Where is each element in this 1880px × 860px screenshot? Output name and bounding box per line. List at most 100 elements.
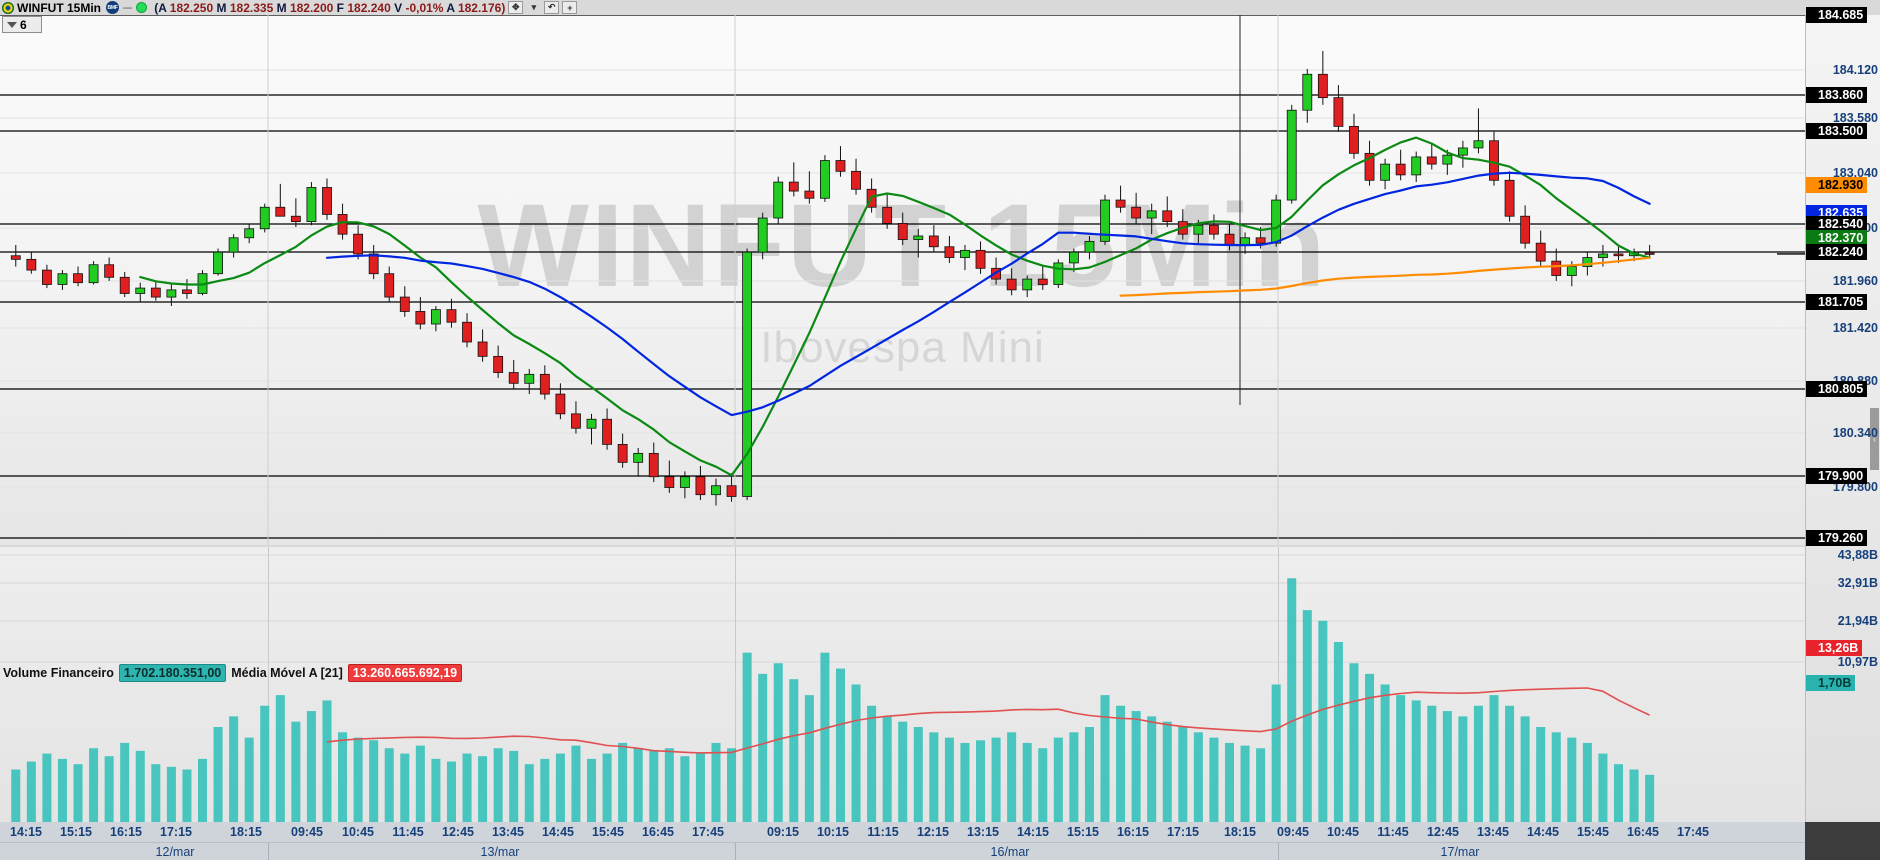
volume-bar	[1022, 742, 1032, 822]
volume-bar	[1427, 705, 1437, 822]
ohlc-high-value: 182.335	[229, 0, 274, 15]
time-tick-label: 11:15	[867, 825, 899, 839]
price-axis-tag: 182.240	[1806, 244, 1868, 260]
price-axis[interactable]: ‹ 184.120183.580183.040182.500181.960181…	[1805, 7, 1880, 822]
candle-body	[1193, 224, 1204, 235]
add-indicator-icon[interactable]: +	[562, 1, 578, 14]
volume-bar	[1162, 721, 1172, 822]
candle-body	[337, 214, 348, 235]
session-separator	[735, 547, 736, 822]
volume-bar	[275, 695, 285, 822]
candle-body	[928, 235, 939, 248]
volume-bar	[57, 758, 67, 822]
candle-body	[1271, 199, 1282, 244]
volume-bar	[322, 700, 332, 822]
volume-bar	[758, 673, 768, 822]
candle-body	[73, 273, 83, 284]
time-tick-label: 17:45	[692, 825, 724, 839]
chevron-down-icon[interactable]: ▾	[531, 2, 537, 12]
volume-bar	[260, 705, 270, 822]
candle-body	[1489, 140, 1499, 181]
candle-body	[384, 273, 395, 298]
time-tick-label: 18:15	[230, 825, 262, 839]
time-tick-label: 13:15	[967, 825, 999, 839]
date-label: 12/mar	[155, 845, 195, 859]
volume-bar	[1365, 673, 1375, 822]
candle-body	[1411, 156, 1422, 176]
minus-icon[interactable]: ─	[123, 0, 133, 15]
candle-body	[1084, 240, 1095, 253]
candle-body	[1131, 206, 1142, 219]
candle-body	[742, 251, 753, 497]
volume-bar	[1131, 711, 1141, 822]
volume-bar	[26, 761, 36, 822]
price-axis-tag: 181.705	[1806, 294, 1868, 310]
volume-bar	[1473, 705, 1483, 822]
symbol-title[interactable]: WINFUT 15Min	[17, 0, 101, 15]
time-tick-label: 12:15	[917, 825, 949, 839]
volume-bar	[11, 769, 21, 822]
volume-bar	[1489, 695, 1499, 822]
volume-panel[interactable]	[0, 547, 1805, 822]
candle-body	[1286, 109, 1297, 201]
time-tick-label: 10:45	[1327, 825, 1359, 839]
volume-bar	[338, 732, 348, 822]
candle-body	[399, 296, 410, 312]
candle-body	[322, 187, 332, 215]
candle-body	[586, 418, 597, 429]
volume-indicator-legend[interactable]: Volume Financeiro 1.702.180.351,00 Média…	[3, 664, 463, 682]
candle-body	[851, 170, 861, 190]
time-tick-label: 11:45	[392, 825, 424, 839]
move-tool-icon[interactable]: ✥	[508, 1, 524, 14]
price-chart-canvas[interactable]	[0, 15, 1805, 545]
volume-bar	[166, 766, 176, 822]
date-label: 13/mar	[480, 845, 520, 859]
volume-bar	[1069, 732, 1079, 822]
period-stepper[interactable]: 6	[2, 16, 42, 33]
volume-bar	[1287, 578, 1297, 822]
volume-bar	[431, 758, 441, 822]
time-tick-label: 14:15	[10, 825, 42, 839]
candle-body	[1380, 163, 1391, 181]
volume-bar	[1240, 745, 1250, 822]
candle-body	[633, 452, 644, 463]
chevron-down-icon[interactable]	[7, 21, 17, 28]
volume-bar	[182, 769, 192, 822]
exchange-badge-icon: BMF	[106, 1, 119, 14]
volume-bar	[135, 750, 145, 822]
volume-bar	[727, 748, 737, 822]
price-panel[interactable]: WINFUT 15Min Ibovespa Mini	[0, 15, 1805, 545]
candle-body	[1053, 262, 1064, 285]
time-tick-label: 14:45	[1527, 825, 1559, 839]
candle-body	[695, 476, 706, 496]
price-axis-tag: 183.860	[1806, 87, 1868, 103]
axis-scroll-handle[interactable]: ‹	[1870, 408, 1879, 470]
candle-body	[1022, 278, 1033, 291]
volume-bar	[1116, 705, 1126, 822]
volume-bar	[1147, 716, 1157, 822]
candle-body	[711, 485, 721, 496]
arrow-left-icon[interactable]: ↶	[544, 1, 560, 14]
volume-chart-canvas[interactable]	[0, 547, 1805, 822]
ma-slow-line	[325, 171, 1651, 417]
candle-body	[1457, 147, 1468, 156]
candle-body	[462, 321, 472, 343]
candle-body	[1395, 163, 1406, 176]
price-axis-tag: 179.260	[1806, 530, 1868, 546]
candle-body	[664, 476, 675, 488]
candle-body	[1317, 73, 1328, 99]
volume-bar	[960, 742, 970, 822]
candle-body	[306, 187, 317, 223]
time-tick-label: 10:15	[817, 825, 849, 839]
volume-bar	[1271, 684, 1281, 822]
date-separator	[268, 843, 269, 860]
candle-body	[1068, 251, 1079, 264]
time-axis[interactable]: 14:15 15:15 16:15 17:15 18:15 09:45 10:45 11:45…	[0, 822, 1805, 860]
time-tick-label: 13:45	[1477, 825, 1509, 839]
candle-body	[119, 276, 130, 294]
time-tick-label: 15:45	[1577, 825, 1609, 839]
time-tick-label: 16:15	[1117, 825, 1149, 839]
volume-bar	[1333, 642, 1343, 822]
volume-bar	[104, 756, 114, 822]
